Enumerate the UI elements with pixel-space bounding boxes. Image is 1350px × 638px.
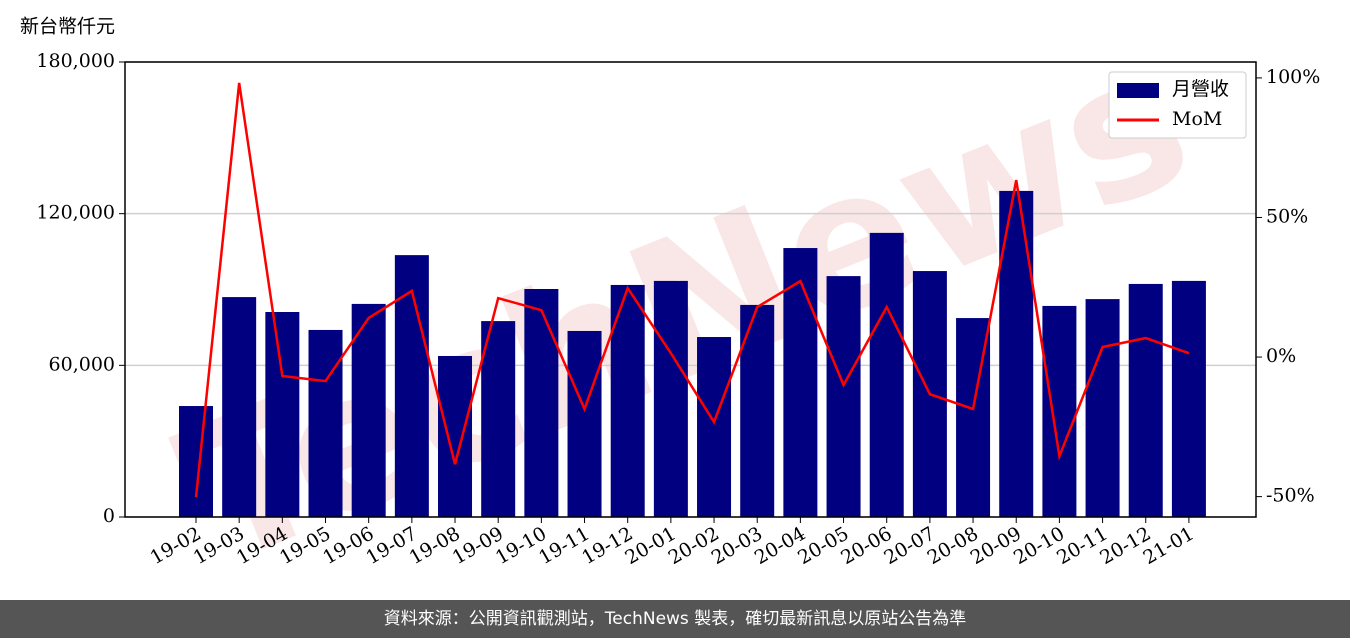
bar [826,276,861,517]
chart: 新台幣仟元 TechNews 060,000120,000180,000-50%… [20,7,1320,600]
bar [1085,299,1120,517]
plot-frame [124,61,1257,518]
y-tick-label: 60,000 [49,353,115,375]
legend-swatch [1117,83,1159,98]
x-tick-label: 21-01 [1139,523,1197,569]
bar [653,280,688,517]
bar [1128,283,1163,517]
footer: 資料來源：公開資訊觀測站，TechNews 製表，確切最新訊息以原站公告為準 [0,600,1350,638]
bar [222,297,257,517]
bar [783,248,818,518]
bar [610,284,645,517]
y-tick-label: 0 [103,505,115,527]
y-tick-label: 180,000 [36,50,115,72]
y-axis-label: 新台幣仟元 [20,16,115,38]
bar [524,288,559,517]
bar [697,337,732,517]
bar [1171,280,1206,517]
y2-tick-label: 50% [1266,205,1308,227]
legend-label: MoM [1172,108,1222,130]
y-tick-label: 120,000 [36,202,115,224]
y2-tick-label: 100% [1266,66,1320,88]
bar [308,329,343,517]
bar [265,311,300,517]
bar [567,330,602,517]
legend-label: 月營收 [1172,78,1229,100]
bar [438,355,473,517]
mom-line [194,82,1190,498]
bar [1042,305,1077,517]
y2-tick-label: 0% [1266,345,1296,367]
bar [351,303,386,517]
bar [481,321,516,517]
bar [179,406,213,517]
y2-tick-label: -50% [1266,485,1315,507]
bar [869,232,904,517]
